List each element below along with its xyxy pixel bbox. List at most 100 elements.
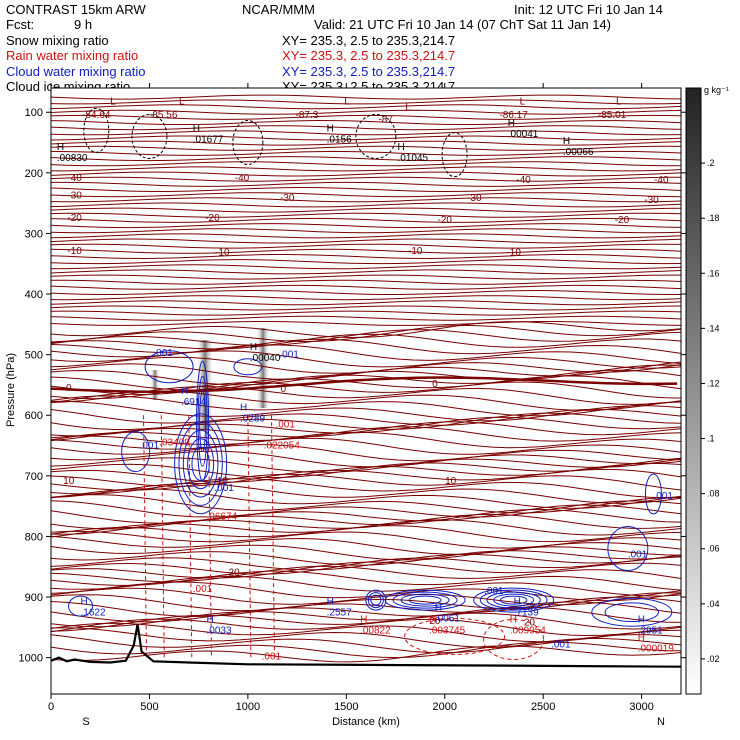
terrain-profile	[51, 624, 681, 668]
colorbar-tick-label: .14	[707, 323, 720, 333]
temperature-contour	[51, 408, 681, 426]
contour-value-label: .03409	[159, 438, 190, 449]
colorbar-gradient	[685, 87, 702, 695]
cloud-water-contour	[408, 595, 442, 605]
high-marker: H	[398, 142, 405, 153]
temperature-contour	[51, 426, 681, 442]
temperature-contour	[51, 150, 681, 156]
cloud-water-contour	[473, 587, 555, 613]
colorbar-tick-label: .06	[707, 544, 720, 554]
x-tick-label: 500	[140, 701, 158, 713]
cloud-water-contour	[644, 473, 662, 515]
temperature-contours	[51, 94, 681, 663]
temperature-contour	[51, 212, 681, 218]
forecast-label: Fcst:	[6, 17, 34, 32]
cloud-water-contour	[367, 592, 384, 609]
temperature-label: -20	[205, 213, 220, 224]
temperature-contour	[51, 259, 681, 265]
cloud-water-contour	[604, 602, 659, 623]
temperature-contour	[51, 561, 681, 579]
temperature-contour	[51, 104, 681, 110]
temperature-contour	[51, 156, 681, 162]
contour-value-label: .001	[484, 586, 504, 597]
temperature-contour	[51, 329, 681, 346]
extremum-value: .1622	[81, 607, 106, 618]
contour-value-label: .06674	[207, 511, 238, 522]
high-marker: H	[360, 614, 367, 625]
high-marker: H	[638, 633, 645, 644]
temperature-contour	[51, 310, 681, 316]
temperature-contour	[51, 385, 681, 405]
legend-snow: Snow mixing ratio	[6, 33, 109, 48]
temperature-contour	[51, 321, 681, 326]
temperature-label: -85.01	[598, 110, 627, 121]
extremum-value: .00830	[57, 153, 88, 164]
temperature-contour	[51, 444, 681, 462]
temperature-contour	[51, 482, 681, 504]
high-marker: H	[327, 596, 334, 607]
y-tick-label: 500	[25, 350, 43, 362]
contour-value-label: .022054	[264, 441, 301, 452]
low-marker: L	[616, 96, 622, 107]
contour-value-label: .001	[653, 491, 673, 502]
temperature-contour	[51, 400, 681, 422]
temperature-contour	[51, 364, 681, 386]
rain-contour	[247, 415, 252, 658]
cloud-water-contour	[174, 413, 228, 515]
temperature-label: -10	[408, 246, 423, 257]
cloud-water-contour	[68, 595, 94, 617]
temperature-contour	[51, 530, 681, 549]
temperature-label: -40	[67, 173, 82, 184]
cloud-water-contour	[233, 358, 263, 376]
temperature-label: -87	[378, 114, 393, 125]
temperature-contour	[51, 544, 681, 561]
high-marker: H	[250, 342, 257, 353]
cloud-water-contour	[392, 591, 458, 609]
temperature-label: -87.3	[296, 110, 319, 121]
temperature-label: -30	[280, 193, 295, 204]
temperature-contour	[51, 553, 681, 571]
cloud-water-contour	[486, 591, 541, 609]
high-marker: H	[514, 596, 521, 607]
colorbar-unit: g kg⁻¹	[704, 85, 729, 95]
contour-value-label: .001	[275, 419, 295, 430]
x-tick-label: 0	[48, 701, 54, 713]
y-tick-label: 700	[25, 471, 43, 483]
legend-cloud-water: Cloud water mixing ratio	[6, 64, 145, 79]
plot-frame	[50, 87, 682, 695]
snow-shading	[150, 370, 160, 400]
temperature-contour	[51, 570, 681, 591]
temperature-contour	[51, 333, 681, 350]
temperature-contour	[51, 535, 681, 555]
rain-contours	[143, 415, 545, 660]
forecast-hour: 9 h	[74, 17, 92, 32]
y-tick-label: 900	[25, 592, 43, 604]
temperature-contour	[51, 269, 681, 275]
org-title: NCAR/MMM	[242, 2, 315, 17]
ice-contour	[131, 113, 168, 159]
temperature-contour	[51, 525, 681, 543]
temperature-contour	[51, 119, 681, 125]
terrain-line	[51, 624, 681, 668]
y-tick-label: 300	[25, 228, 43, 240]
high-marker: H	[327, 124, 334, 135]
temperature-contour	[51, 618, 681, 637]
temperature-contour	[51, 109, 681, 115]
temperature-label: -86.17	[499, 110, 528, 121]
temperature-label: -10	[215, 248, 230, 259]
x-tick-label: 1500	[334, 701, 358, 713]
x-tick-label: 2500	[531, 701, 555, 713]
extremum-value: .00822	[360, 625, 391, 636]
high-marker: H	[57, 142, 64, 153]
ice-contour	[232, 120, 264, 166]
contour-value-label: .001	[551, 639, 571, 650]
valid-time: Valid: 21 UTC Fri 10 Jan 14 (07 ChT Sat …	[314, 17, 611, 32]
temperature-contour	[51, 223, 681, 229]
temperature-contour	[51, 233, 681, 239]
temperature-contour	[51, 135, 681, 141]
colorbar-tick-label: .02	[707, 654, 720, 664]
x-axis: 0 500 1000 1500 2000 2500 3000	[48, 83, 654, 713]
temperature-contour	[51, 284, 681, 290]
cloud-water-contour	[365, 589, 387, 611]
